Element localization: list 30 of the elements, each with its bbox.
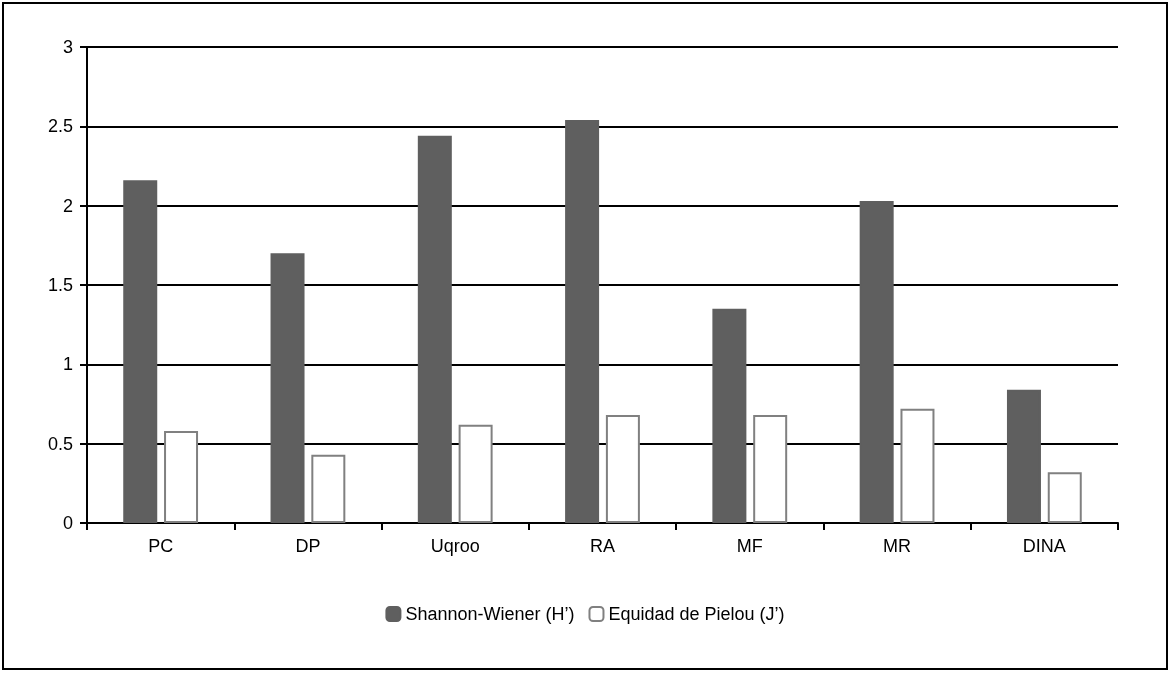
y-tick-label: 1 <box>62 354 73 375</box>
x-tick-label: MR <box>883 536 912 556</box>
bar <box>605 415 640 523</box>
legend-label: Shannon-Wiener (H’) <box>405 604 575 624</box>
bar <box>270 253 305 523</box>
bar <box>1047 472 1082 523</box>
bar <box>712 308 747 523</box>
bar <box>458 424 493 523</box>
bar <box>859 200 894 523</box>
x-tick-label: DINA <box>1022 536 1066 556</box>
bar <box>753 415 788 523</box>
bar <box>1006 389 1041 523</box>
y-tick-label: 1.5 <box>47 275 73 295</box>
bar <box>565 119 600 523</box>
y-tick-label: 3 <box>62 37 73 57</box>
bar <box>417 135 452 523</box>
y-tick-label: 0 <box>62 513 73 533</box>
bar <box>123 180 158 523</box>
x-tick-label: Uqroo <box>430 536 480 556</box>
bar <box>164 430 199 523</box>
y-tick-label: 0.5 <box>47 433 73 454</box>
x-tick-label: MF <box>736 536 763 556</box>
y-tick-label: 2 <box>62 195 73 216</box>
bar <box>311 454 346 523</box>
x-tick-label: RA <box>589 536 616 556</box>
legend-label: Equidad de Pielou (J’) <box>608 604 785 624</box>
bar <box>900 408 935 523</box>
y-tick-label: 2.5 <box>47 116 73 137</box>
x-tick-label: PC <box>148 536 174 556</box>
x-tick-label: DP <box>295 536 321 556</box>
